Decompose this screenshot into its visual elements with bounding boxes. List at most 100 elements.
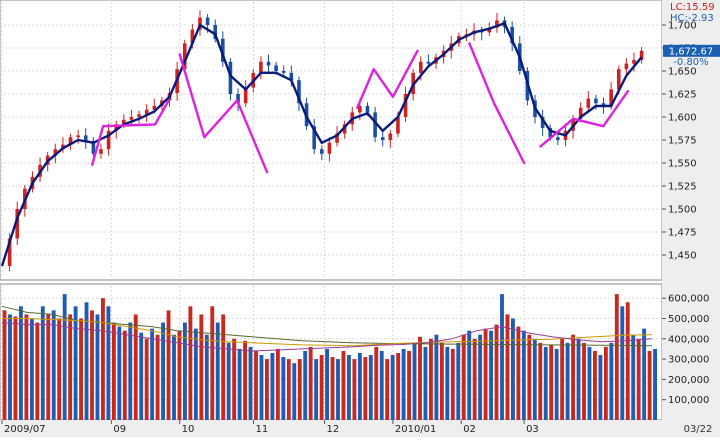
lc-label: LC:15.59 bbox=[670, 2, 715, 13]
candle-body bbox=[487, 27, 492, 33]
volume-bar bbox=[341, 350, 346, 420]
price-tick-label: 1,700 bbox=[668, 21, 697, 32]
volume-bar bbox=[51, 310, 56, 420]
last-price-tag bbox=[663, 44, 720, 57]
volume-bar bbox=[576, 338, 581, 420]
volume-bar bbox=[456, 342, 461, 420]
volume-bar bbox=[347, 355, 351, 420]
volume-bar bbox=[439, 342, 444, 420]
pattern-line bbox=[468, 42, 526, 165]
candle-body bbox=[221, 38, 225, 62]
volume-ma-line bbox=[2, 318, 653, 347]
volume-bar bbox=[642, 328, 647, 420]
volume-bar bbox=[412, 342, 417, 420]
candle-body bbox=[396, 117, 400, 134]
volume-bar bbox=[226, 342, 231, 420]
candle-body bbox=[236, 94, 240, 104]
volume-bar bbox=[368, 355, 373, 420]
volume-tick-label: 200,000 bbox=[668, 375, 709, 386]
candle-body bbox=[228, 61, 233, 94]
volume-bar bbox=[571, 334, 575, 420]
volume-tick-label: 100,000 bbox=[668, 395, 709, 406]
candle-body bbox=[632, 59, 636, 64]
volume-bar bbox=[177, 330, 182, 420]
volume-bar bbox=[46, 314, 51, 420]
time-tick-label: 2010/01 bbox=[395, 424, 437, 435]
volume-bar bbox=[2, 310, 7, 420]
volume-bar bbox=[128, 322, 133, 420]
volume-bar bbox=[275, 348, 280, 420]
candle-body bbox=[266, 61, 271, 66]
volume-bar bbox=[593, 350, 597, 420]
time-tick-label: 03 bbox=[526, 424, 539, 435]
volume-bar bbox=[429, 338, 433, 420]
volume-tick-label: 500,000 bbox=[668, 314, 709, 325]
hc-label: HC:-2.93 bbox=[670, 13, 714, 24]
volume-bar bbox=[478, 334, 483, 420]
volume-bar bbox=[401, 348, 406, 420]
candle-body bbox=[91, 140, 96, 154]
candle-body bbox=[426, 61, 431, 64]
volume-bar bbox=[598, 355, 603, 420]
volume-bar bbox=[144, 338, 149, 420]
volume-bar bbox=[325, 348, 329, 420]
volume-bars bbox=[2, 294, 657, 420]
volume-bar bbox=[472, 338, 477, 420]
volume-bar bbox=[445, 346, 450, 420]
price-tick-label: 1,625 bbox=[668, 90, 697, 101]
volume-bar bbox=[521, 330, 526, 420]
candle-body bbox=[76, 135, 80, 138]
volume-bar bbox=[111, 322, 116, 420]
volume-bar bbox=[374, 346, 379, 420]
volume-bar bbox=[483, 328, 488, 420]
volume-bar bbox=[221, 314, 226, 420]
candle-body bbox=[624, 63, 629, 70]
date-stamp: 03/22 bbox=[684, 424, 713, 435]
volume-bar bbox=[155, 334, 160, 420]
volume-bar bbox=[434, 334, 439, 420]
volume-bar bbox=[319, 355, 324, 420]
candle-body bbox=[510, 26, 514, 44]
volume-bar bbox=[286, 359, 291, 420]
volume-bar bbox=[636, 338, 641, 420]
volume-bar bbox=[193, 328, 198, 420]
candle-body bbox=[373, 112, 377, 138]
price-tick-label: 1,575 bbox=[668, 136, 697, 147]
volume-moving-averages bbox=[1, 305, 653, 352]
volume-axis: 100,000 200,000 300,000 400,000 500,000 600,0… bbox=[662, 294, 709, 406]
volume-bar bbox=[210, 306, 215, 420]
volume-bar bbox=[423, 346, 428, 420]
price-tick-label: 1,525 bbox=[668, 182, 697, 193]
candle-body bbox=[556, 137, 560, 140]
volume-bar bbox=[543, 346, 548, 420]
volume-bar bbox=[494, 324, 499, 420]
candle-body bbox=[365, 105, 370, 113]
candle-body bbox=[152, 105, 157, 110]
volume-bar bbox=[199, 314, 204, 420]
volume-ma-line bbox=[1, 305, 653, 347]
time-tick-label: 11 bbox=[255, 424, 268, 435]
volume-bar bbox=[538, 342, 543, 420]
price-tick-label: 1,650 bbox=[668, 67, 697, 78]
volume-ma-line bbox=[1, 322, 653, 352]
time-tick-label: 10 bbox=[182, 424, 195, 435]
volume-bar bbox=[396, 353, 401, 420]
candle-body bbox=[495, 20, 499, 28]
volume-bar bbox=[330, 357, 335, 420]
candle-body bbox=[274, 65, 278, 71]
volume-bar bbox=[40, 306, 45, 420]
time-tick-label: 02 bbox=[463, 424, 476, 435]
volume-bar bbox=[122, 330, 127, 420]
moving-average-line bbox=[0, 21, 643, 267]
volume-bar bbox=[390, 355, 395, 420]
volume-bar bbox=[620, 306, 625, 420]
volume-bar bbox=[614, 294, 619, 420]
candle-body bbox=[594, 98, 598, 104]
volume-bar bbox=[603, 346, 608, 420]
volume-bar bbox=[13, 316, 18, 420]
volume-bar bbox=[106, 306, 111, 420]
volume-bar bbox=[560, 338, 565, 420]
volume-bar bbox=[505, 314, 510, 420]
